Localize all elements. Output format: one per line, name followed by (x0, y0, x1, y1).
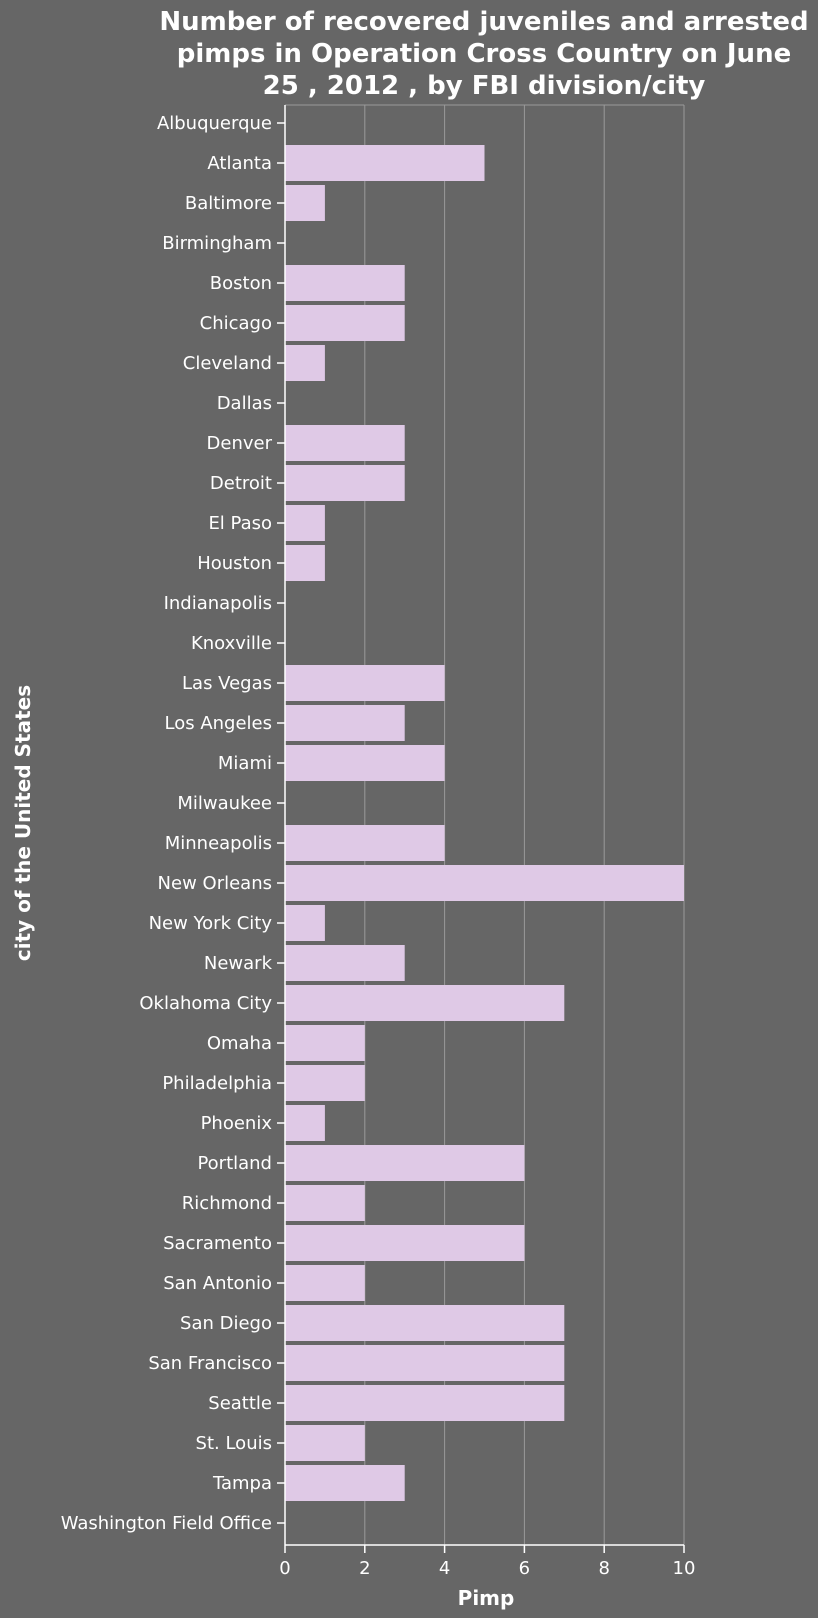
bar-10 (285, 505, 325, 541)
y-tick-label-15: Los Angeles (165, 713, 273, 734)
y-tick-label-29: San Antonio (163, 1273, 272, 1294)
bar-18 (285, 825, 445, 861)
y-tick-label-28: Sacramento (163, 1233, 272, 1254)
y-tick-label-18: Minneapolis (165, 833, 272, 854)
y-tick-label-30: San Diego (180, 1313, 272, 1334)
x-tick-label-2: 4 (439, 1558, 450, 1579)
bar-25 (285, 1105, 325, 1141)
y-tick-label-34: Tampa (212, 1473, 272, 1494)
y-tick-label-31: San Francisco (148, 1353, 272, 1374)
y-tick-label-27: Richmond (182, 1193, 272, 1214)
y-tick-label-33: St. Louis (196, 1433, 272, 1454)
bar-26 (285, 1145, 525, 1181)
y-tick-label-5: Chicago (200, 313, 272, 334)
y-tick-label-17: Milwaukee (177, 793, 272, 814)
y-tick-label-3: Birmingham (162, 233, 272, 254)
bar-15 (285, 705, 405, 741)
y-tick-label-23: Omaha (207, 1033, 272, 1054)
bar-33 (285, 1425, 365, 1461)
chart-title-line-1: Number of recovered juveniles and arrest… (159, 7, 808, 37)
axes: Albuquerque Atlanta Baltimore Birmingham Bos… (61, 105, 696, 1579)
bar-29 (285, 1265, 365, 1301)
y-tick-label-35: Washington Field Office (61, 1513, 272, 1534)
bar-16 (285, 745, 445, 781)
bar-1 (285, 145, 485, 181)
bar-23 (285, 1025, 365, 1061)
chart-title-line-3: 25 , 2012 , by FBI division/city (263, 71, 706, 101)
bar-21 (285, 945, 405, 981)
bar-30 (285, 1305, 565, 1341)
y-tick-label-8: Denver (207, 433, 273, 454)
y-tick-label-13: Knoxville (191, 633, 272, 654)
bar-11 (285, 545, 325, 581)
bar-27 (285, 1185, 365, 1221)
y-tick-label-12: Indianapolis (164, 593, 272, 614)
y-tick-label-22: Oklahoma City (139, 993, 272, 1014)
y-tick-label-20: New York City (149, 913, 273, 934)
bar-20 (285, 905, 325, 941)
y-tick-label-6: Cleveland (183, 353, 272, 374)
bar-9 (285, 465, 405, 501)
bar-19 (285, 865, 684, 901)
y-tick-label-10: El Paso (208, 513, 272, 534)
y-tick-label-24: Philadelphia (162, 1073, 272, 1094)
bar-34 (285, 1465, 405, 1501)
y-tick-label-2: Baltimore (185, 193, 272, 214)
chart-title: Number of recovered juveniles and arrest… (159, 7, 808, 101)
x-tick-label-1: 2 (359, 1558, 370, 1579)
bar-14 (285, 665, 445, 701)
bar-2 (285, 185, 325, 221)
y-tick-label-19: New Orleans (158, 873, 272, 894)
x-tick-label-3: 6 (519, 1558, 530, 1579)
x-axis-label: Pimp (458, 1586, 515, 1610)
y-tick-label-0: Albuquerque (157, 113, 272, 134)
bar-8 (285, 425, 405, 461)
y-tick-label-4: Boston (210, 273, 272, 294)
bar-4 (285, 265, 405, 301)
y-tick-label-32: Seattle (208, 1393, 272, 1414)
bar-31 (285, 1345, 565, 1381)
y-axis-label: city of the United States (11, 685, 35, 961)
x-tick-label-4: 8 (598, 1558, 609, 1579)
chart-title-line-2: pimps in Operation Cross Country on June (177, 39, 791, 69)
x-tick-label-5: 10 (673, 1558, 696, 1579)
y-tick-label-26: Portland (197, 1153, 272, 1174)
bar-5 (285, 305, 405, 341)
y-tick-label-21: Newark (204, 953, 273, 974)
bar-28 (285, 1225, 525, 1261)
y-tick-label-25: Phoenix (201, 1113, 273, 1134)
bar-24 (285, 1065, 365, 1101)
y-tick-label-7: Dallas (217, 393, 272, 414)
bar-22 (285, 985, 565, 1021)
y-tick-label-9: Detroit (210, 473, 272, 494)
bar-6 (285, 345, 325, 381)
y-tick-label-14: Las Vegas (182, 673, 272, 694)
bar-32 (285, 1385, 565, 1421)
bars (285, 145, 684, 1501)
y-tick-label-11: Houston (197, 553, 272, 574)
y-tick-label-1: Atlanta (207, 153, 272, 174)
y-tick-label-16: Miami (218, 753, 272, 774)
x-tick-label-0: 0 (279, 1558, 290, 1579)
